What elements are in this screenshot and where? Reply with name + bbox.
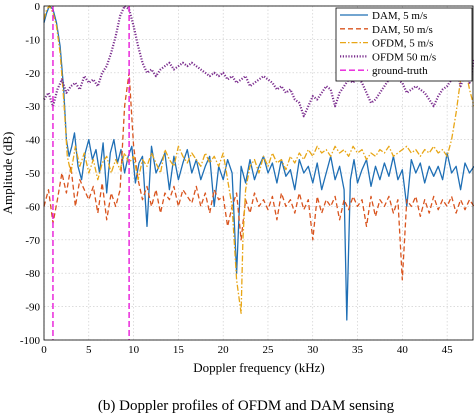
figure-caption: (b) Doppler profiles of OFDM and DAM sen…: [98, 398, 395, 414]
y-tick-label: -100: [20, 335, 41, 347]
axis-ticks: 0 5 10 15 20 25 30 35 40 45 0 -10 -20 -30 -40 -50 -60 -70…: [20, 1, 453, 356]
legend-label: OFDM, 5 m/s: [372, 38, 433, 50]
series-line-1: [43, 72, 474, 281]
x-tick-label: 40: [397, 344, 409, 356]
series-lines: [43, 4, 474, 340]
y-tick-label: -40: [25, 135, 40, 147]
x-tick-label: 0: [41, 344, 47, 356]
legend-label: ground-truth: [372, 65, 428, 77]
x-tick-label: 30: [307, 344, 319, 356]
legend-box: [335, 7, 473, 82]
series-line-0: [43, 5, 474, 321]
y-tick-label: -30: [25, 101, 40, 113]
y-tick-label: -80: [25, 268, 40, 280]
y-tick-label: -20: [25, 68, 40, 80]
x-tick-label: 25: [262, 344, 274, 356]
legend-label: OFDM 50 m/s: [372, 51, 436, 63]
y-tick-label: -60: [25, 201, 40, 213]
x-tick-label: 5: [86, 344, 92, 356]
x-tick-label: 15: [173, 344, 185, 356]
y-tick-label: 0: [35, 1, 41, 13]
legend-label: DAM, 50 m/s: [372, 24, 433, 36]
x-axis-label: Doppler frequency (kHz): [193, 360, 324, 375]
y-tick-label: -10: [25, 34, 40, 46]
legend-label: DAM, 5 m/s: [372, 10, 427, 22]
x-tick-label: 35: [352, 344, 364, 356]
series-line-2: [43, 5, 474, 314]
y-tick-label: -50: [25, 168, 40, 180]
plot-frame: [43, 5, 474, 341]
y-axis-label: Amplitude (dB): [0, 132, 15, 215]
y-tick-label: -70: [25, 235, 40, 247]
x-tick-label: 20: [218, 344, 230, 356]
x-tick-label: 10: [128, 344, 140, 356]
x-tick-label: 45: [442, 344, 454, 356]
y-tick-label: -90: [25, 302, 40, 314]
